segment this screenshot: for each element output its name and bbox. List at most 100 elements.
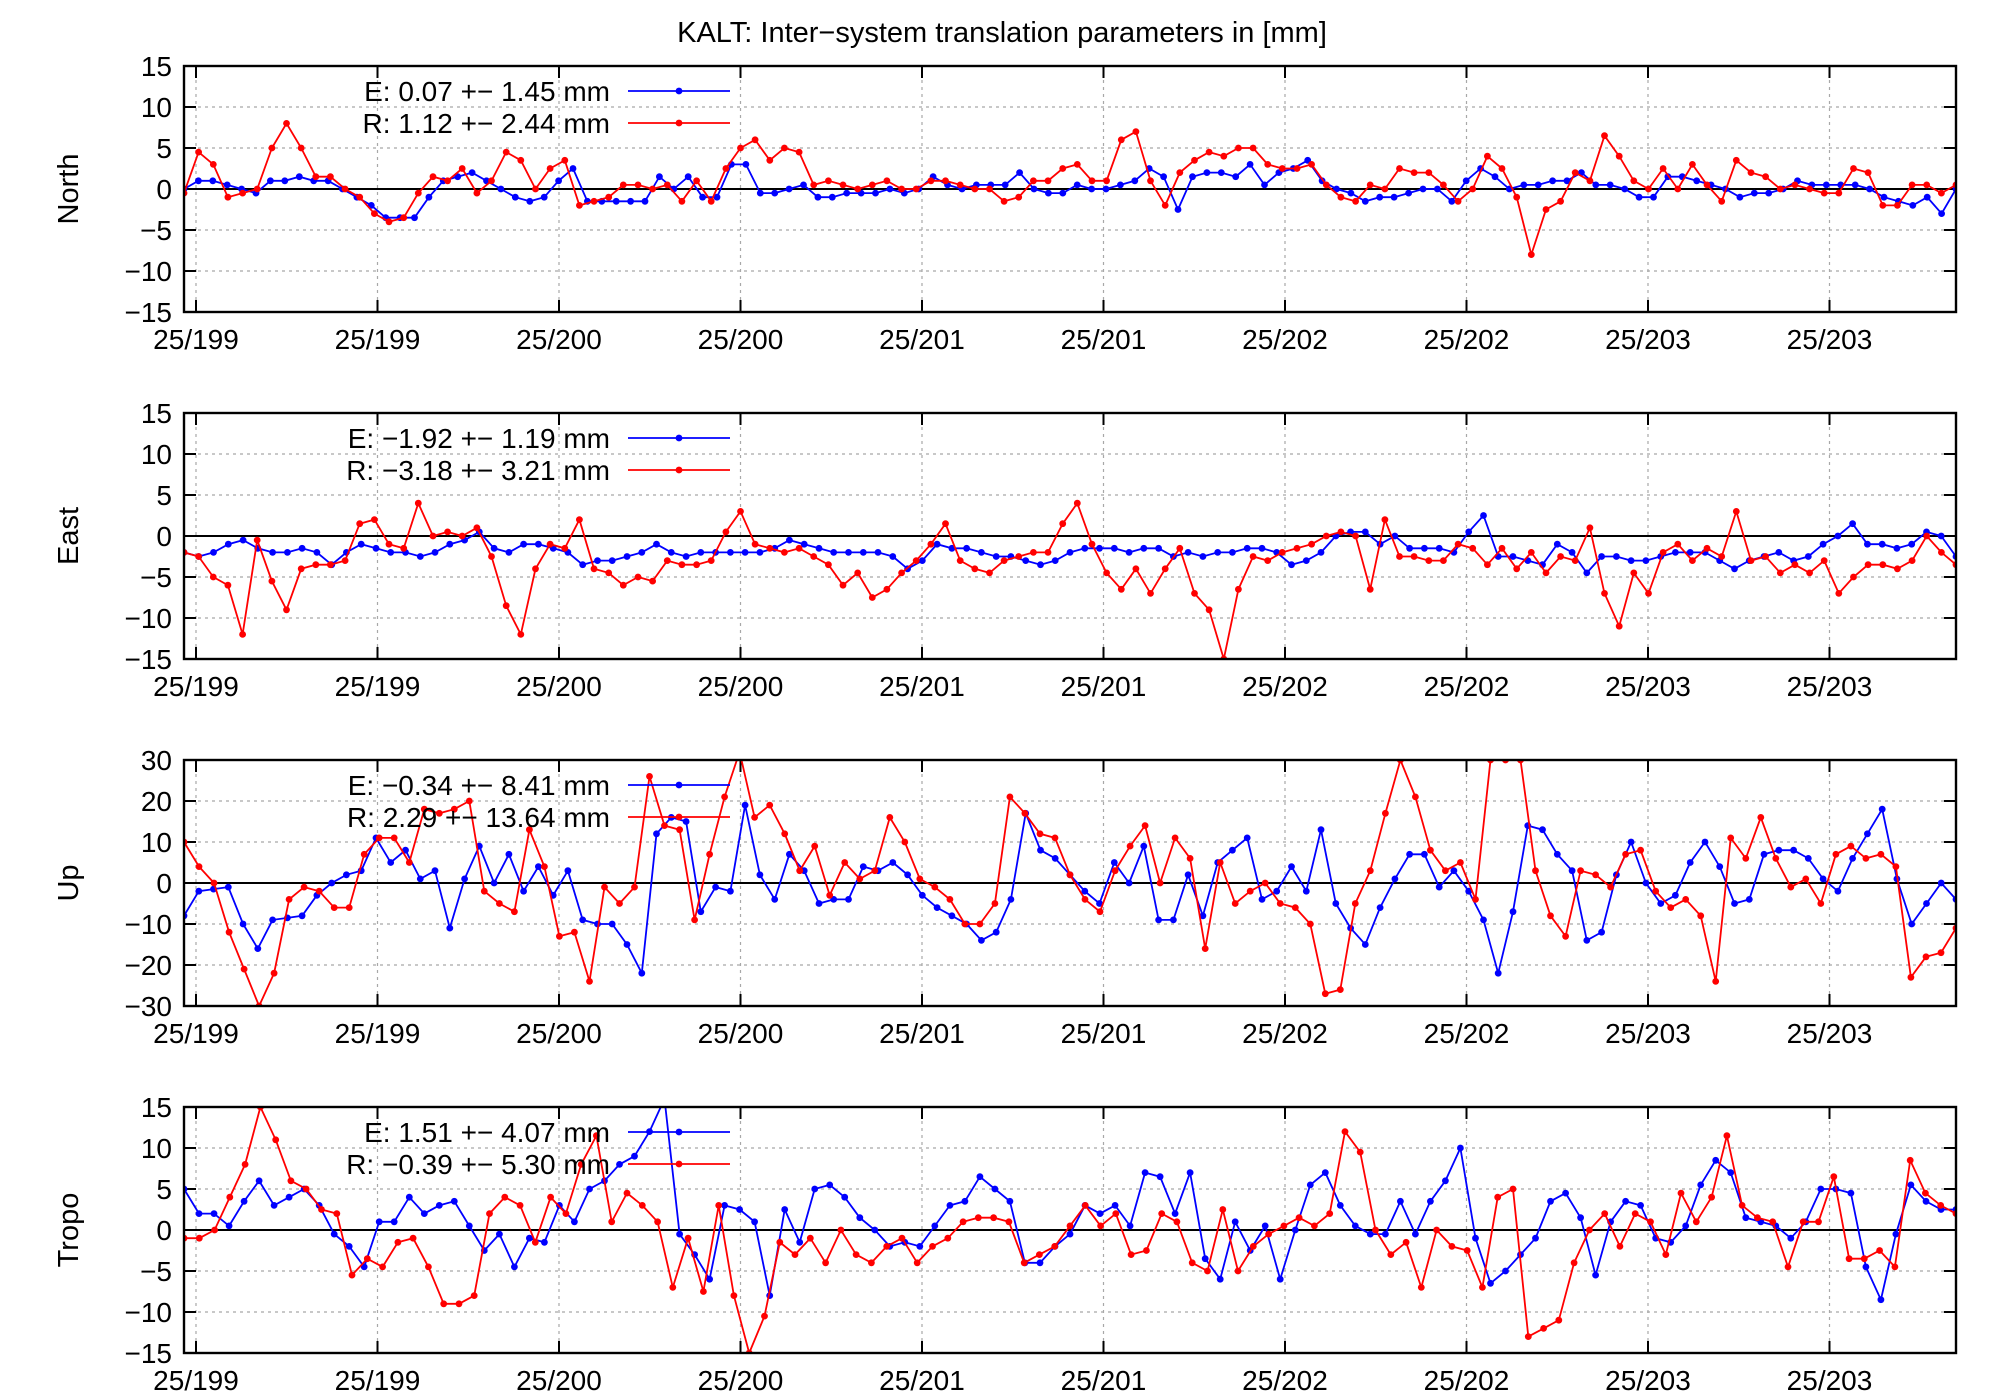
data-point — [1235, 144, 1242, 152]
data-point — [1188, 1259, 1196, 1267]
data-point — [1862, 855, 1870, 862]
data-point — [255, 1177, 263, 1185]
data-point — [912, 557, 920, 564]
data-point — [1907, 1181, 1915, 1189]
data-point — [302, 1185, 310, 1193]
plot-frame — [182, 758, 1958, 1008]
data-point — [450, 1197, 458, 1205]
x-tick-label: 25/199 — [153, 1018, 239, 1049]
data-point — [741, 549, 749, 556]
data-point — [766, 156, 774, 164]
data-point — [1877, 1296, 1885, 1304]
data-point — [429, 173, 437, 181]
data-point — [1909, 202, 1917, 209]
data-point — [1147, 177, 1154, 185]
data-point — [654, 1218, 661, 1226]
data-point — [1549, 177, 1556, 185]
y-tick-label: 0 — [156, 174, 172, 205]
data-point — [961, 920, 969, 928]
data-point — [1622, 850, 1629, 858]
data-point — [1891, 1263, 1899, 1271]
data-point — [411, 214, 418, 222]
data-point — [1111, 1202, 1119, 1209]
data-point — [1110, 544, 1118, 552]
data-point — [1465, 887, 1473, 895]
data-point — [270, 969, 278, 977]
data-point — [927, 177, 935, 185]
data-point — [435, 809, 443, 817]
data-point — [634, 181, 642, 189]
data-point — [826, 1181, 834, 1189]
data-point — [1879, 202, 1887, 209]
data-point — [1555, 1316, 1563, 1324]
data-point — [1757, 814, 1765, 821]
y-tick-label: 15 — [141, 51, 172, 82]
series-group — [184, 1107, 1956, 1353]
data-point — [1387, 1251, 1395, 1258]
data-point — [1126, 842, 1134, 850]
data-point — [1419, 185, 1427, 193]
data-point — [390, 1218, 398, 1226]
data-point — [845, 549, 852, 556]
data-point — [1176, 544, 1184, 552]
data-point — [1571, 557, 1579, 564]
data-point — [496, 900, 503, 907]
data-point — [1276, 900, 1284, 907]
data-point — [561, 156, 569, 164]
data-point — [1457, 1144, 1464, 1152]
data-point — [1689, 161, 1696, 168]
data-point — [1184, 549, 1192, 556]
data-point — [1542, 569, 1550, 577]
x-tick-label: 25/201 — [1061, 1365, 1147, 1396]
plot-frame — [182, 64, 1958, 314]
data-point — [1534, 181, 1542, 189]
data-point — [1396, 165, 1403, 172]
x-tick-label: 25/202 — [1424, 671, 1510, 702]
data-point — [1907, 973, 1915, 981]
y-tick-label: 10 — [141, 1133, 172, 1164]
data-point — [1635, 193, 1643, 201]
data-point — [1306, 920, 1314, 928]
data-point — [1140, 544, 1148, 552]
data-point — [1051, 834, 1059, 842]
data-point — [1509, 1185, 1517, 1193]
data-point — [458, 165, 466, 172]
data-point — [1892, 1230, 1900, 1238]
data-point — [1051, 855, 1059, 862]
data-point — [1288, 561, 1295, 569]
legend-label: E: 1.51 +− 4.07 mm — [364, 1117, 610, 1148]
data-point — [1621, 185, 1629, 193]
x-tick-label: 25/200 — [698, 671, 784, 702]
data-point — [1571, 169, 1579, 177]
data-point — [1693, 177, 1701, 185]
data-point — [313, 549, 321, 556]
data-point — [1016, 169, 1023, 177]
data-point — [1637, 846, 1644, 854]
data-point — [1273, 887, 1281, 895]
data-point — [1520, 181, 1528, 189]
data-point — [649, 577, 656, 585]
data-point — [590, 565, 598, 573]
data-point — [1216, 1275, 1224, 1283]
data-point — [956, 557, 964, 564]
data-point — [736, 1206, 743, 1213]
data-point — [1791, 561, 1799, 569]
data-point — [1096, 900, 1103, 907]
data-point — [488, 553, 495, 560]
data-point — [356, 193, 364, 201]
data-point — [516, 1202, 524, 1209]
data-point — [1615, 622, 1623, 630]
data-point — [1147, 590, 1154, 597]
data-point — [1111, 867, 1119, 875]
data-point — [1689, 557, 1696, 564]
data-point — [1015, 193, 1023, 201]
data-point — [1081, 1202, 1089, 1209]
y-tick-label: 0 — [156, 521, 172, 552]
data-point — [1598, 928, 1605, 936]
data-point — [535, 863, 542, 870]
data-point — [1333, 185, 1340, 193]
data-point — [269, 916, 276, 924]
data-point — [1037, 846, 1044, 854]
data-point — [285, 1193, 293, 1201]
